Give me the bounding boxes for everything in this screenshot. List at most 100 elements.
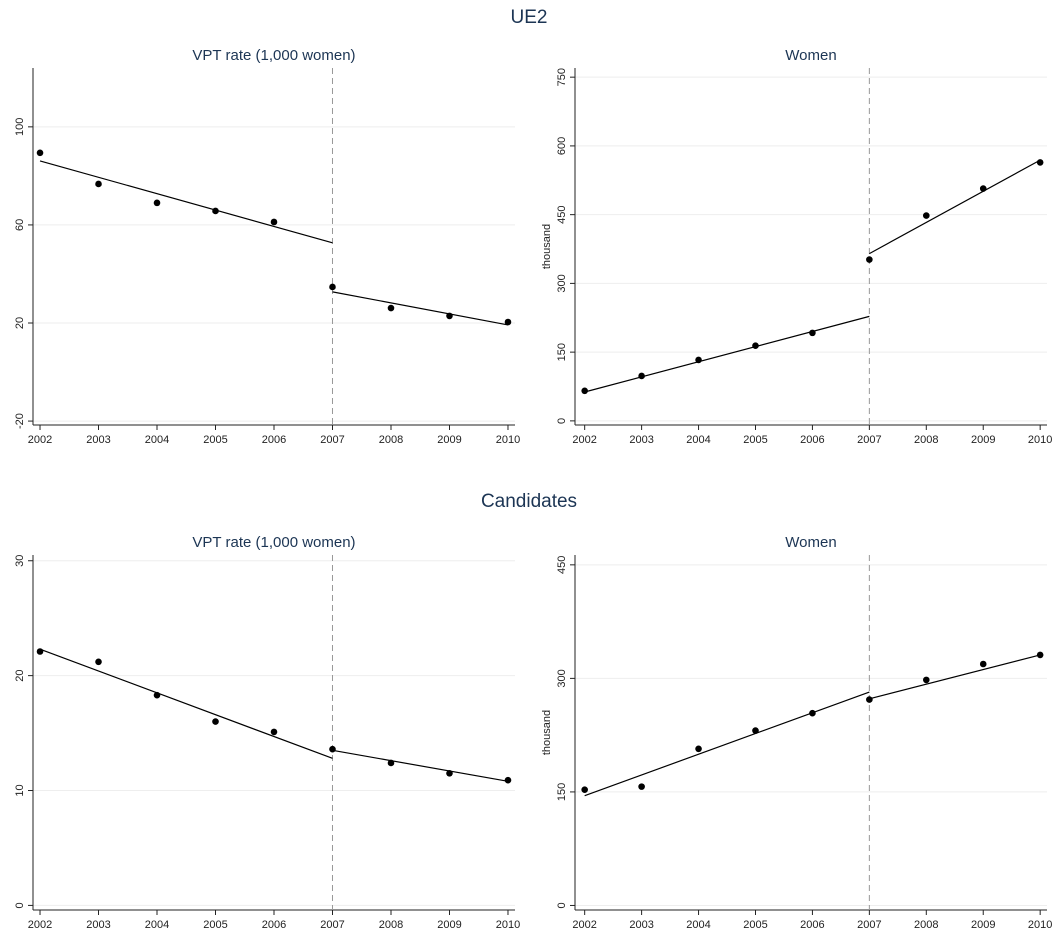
point — [212, 718, 219, 725]
x-tick-label: 2005 — [203, 434, 227, 446]
x-tick-label: 2004 — [686, 919, 710, 931]
x-tick-label: 2005 — [743, 434, 767, 446]
x-tick-label: 2010 — [496, 919, 520, 931]
point — [153, 199, 161, 207]
point — [36, 648, 44, 655]
x-tick-label: 2009 — [437, 919, 461, 931]
point — [809, 329, 816, 337]
section-title: Candidates — [481, 491, 577, 512]
point — [695, 745, 702, 753]
x-tick-label: 2004 — [686, 434, 710, 446]
y-axis-label: thousand — [541, 710, 553, 755]
point — [581, 786, 588, 793]
x-tick-label: 2003 — [86, 434, 110, 446]
y-tick-label: 450 — [556, 556, 568, 574]
fit-line — [584, 691, 870, 797]
x-tick-label: 2008 — [914, 434, 938, 446]
point — [504, 776, 512, 784]
point — [504, 318, 512, 326]
point — [979, 185, 987, 192]
point — [581, 387, 588, 395]
x-tick-label: 2007 — [320, 434, 344, 446]
x-tick-label: 2010 — [496, 434, 520, 446]
y-tick-label: 0 — [14, 902, 26, 908]
point — [95, 658, 102, 666]
point — [387, 759, 395, 767]
point — [270, 728, 278, 736]
x-tick-label: 2006 — [800, 919, 824, 931]
y-tick-label: 100 — [14, 118, 26, 136]
point — [446, 312, 453, 320]
y-tick-label: 300 — [556, 669, 568, 687]
x-tick-label: 2004 — [145, 434, 169, 446]
x-tick-label: 2010 — [1028, 919, 1052, 931]
x-tick-label: 2002 — [28, 434, 52, 446]
fit-line — [869, 159, 1041, 255]
fit-line — [584, 315, 870, 393]
y-tick-label: 0 — [556, 418, 568, 424]
y-tick-label: -20 — [14, 413, 26, 429]
y-tick-label: 30 — [14, 555, 26, 567]
chart-title: Women — [785, 47, 836, 64]
y-tick-label: 10 — [14, 784, 26, 796]
x-tick-label: 2002 — [572, 434, 596, 446]
point — [329, 745, 336, 753]
point — [866, 256, 873, 263]
point — [866, 696, 873, 703]
point — [638, 783, 645, 790]
point — [922, 212, 930, 219]
fit-line — [332, 749, 509, 782]
x-tick-label: 2010 — [1028, 434, 1052, 446]
fit-line — [332, 291, 509, 326]
point — [752, 727, 759, 734]
point — [270, 218, 278, 226]
y-tick-label: 300 — [556, 274, 568, 292]
y-tick-label: 600 — [556, 137, 568, 155]
y-tick-label: 450 — [556, 205, 568, 223]
x-tick-label: 2007 — [857, 434, 881, 446]
x-tick-label: 2005 — [203, 919, 227, 931]
fit-line — [39, 648, 333, 759]
chart-title: VPT rate (1,000 women) — [192, 47, 355, 64]
x-tick-label: 2008 — [379, 919, 403, 931]
x-tick-label: 2006 — [262, 919, 286, 931]
x-tick-label: 2003 — [629, 434, 653, 446]
y-tick-label: 20 — [14, 670, 26, 682]
y-tick-label: 150 — [556, 783, 568, 801]
x-tick-label: 2002 — [572, 919, 596, 931]
point — [638, 372, 645, 380]
x-tick-label: 2003 — [629, 919, 653, 931]
point — [809, 709, 816, 717]
section-title: UE2 — [511, 7, 548, 28]
y-tick-label: 0 — [556, 902, 568, 908]
point — [212, 207, 219, 215]
point — [387, 304, 395, 312]
x-tick-label: 2009 — [437, 434, 461, 446]
chart-title: Women — [785, 534, 836, 551]
fit-line — [39, 160, 333, 244]
x-tick-label: 2009 — [971, 919, 995, 931]
point — [153, 691, 161, 699]
y-axis-label: thousand — [541, 224, 553, 269]
point — [1036, 159, 1044, 166]
x-tick-label: 2008 — [914, 919, 938, 931]
x-tick-label: 2006 — [800, 434, 824, 446]
x-tick-label: 2007 — [320, 919, 344, 931]
point — [329, 283, 336, 291]
x-tick-label: 2004 — [145, 919, 169, 931]
y-tick-label: 20 — [14, 317, 26, 329]
point — [1036, 651, 1044, 659]
y-tick-label: 750 — [556, 68, 568, 86]
x-tick-label: 2009 — [971, 434, 995, 446]
point — [922, 676, 930, 684]
x-tick-label: 2006 — [262, 434, 286, 446]
point — [446, 769, 453, 777]
fit-line — [869, 654, 1041, 700]
point — [695, 356, 702, 364]
y-tick-label: 150 — [556, 343, 568, 361]
point — [95, 180, 102, 188]
point — [36, 149, 44, 157]
point — [979, 660, 987, 668]
